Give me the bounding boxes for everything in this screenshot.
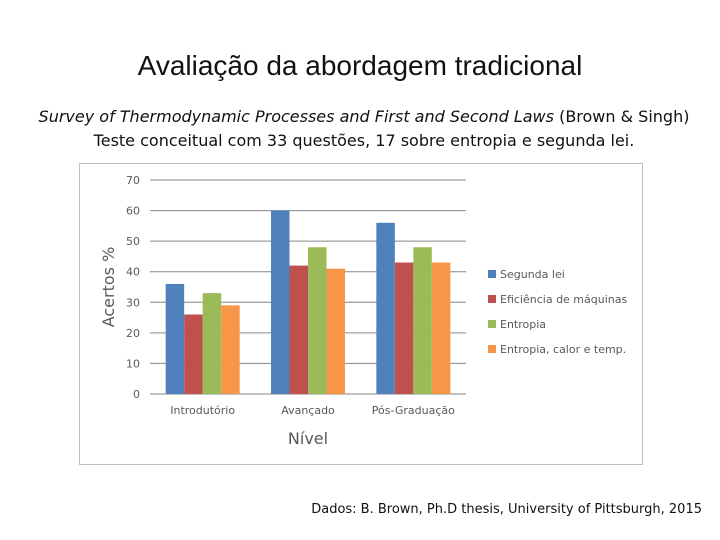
y-tick-label: 10 [126, 357, 140, 370]
bar [376, 222, 395, 394]
y-tick-label: 30 [126, 296, 140, 309]
y-tick-label: 40 [126, 266, 140, 279]
legend-label: Eficiência de máquinas [500, 293, 627, 306]
x-axis-title: Nível [288, 429, 328, 448]
legend-label: Entropia, calor e temp. [500, 343, 626, 356]
y-tick-label: 20 [126, 327, 140, 340]
legend: Segunda lei Eficiência de máquinas Entropi… [488, 268, 627, 356]
bar [289, 265, 308, 394]
legend-label: Entropia [500, 318, 546, 331]
legend-swatch [488, 295, 496, 303]
y-axis-title: Acertos % [99, 247, 118, 328]
bar [326, 268, 345, 394]
survey-name: Survey of Thermodynamic Processes and Fi… [38, 107, 554, 126]
bars [165, 210, 451, 394]
x-tick-label: Pós-Graduação [372, 404, 455, 417]
bar [202, 293, 222, 394]
bar [308, 247, 327, 394]
subtitle-line-1: Survey of Thermodynamic Processes and Fi… [0, 107, 720, 126]
x-tick-labels: Introdutório Avançado Pós-Graduação [170, 404, 455, 417]
data-source-note: Dados: B. Brown, Ph.D thesis, University… [311, 502, 702, 517]
bar [431, 262, 451, 394]
x-tick-label: Introdutório [170, 404, 235, 417]
y-tick-label: 50 [126, 235, 140, 248]
chart-frame: 0 10 20 30 40 50 60 70 Introdutório Avançado Pós-… [79, 163, 643, 465]
y-tick-label: 0 [133, 388, 140, 401]
bar [221, 305, 240, 394]
y-tick-label: 60 [126, 205, 140, 218]
survey-authors: (Brown & Singh) [553, 107, 690, 126]
slide-title: Avaliação da abordagem tradicional [137, 50, 583, 81]
bar [271, 210, 290, 394]
bar [413, 247, 432, 394]
bar-chart: 0 10 20 30 40 50 60 70 Introdutório Avançado Pós-… [99, 174, 627, 448]
bar [184, 314, 203, 394]
legend-label: Segunda lei [500, 268, 565, 281]
y-tick-labels: 0 10 20 30 40 50 60 70 [126, 174, 140, 401]
legend-swatch [488, 320, 496, 328]
y-tick-label: 70 [126, 174, 140, 187]
bar [394, 262, 414, 394]
legend-swatch [488, 345, 496, 353]
legend-swatch [488, 270, 496, 278]
subtitle-line-2: Teste conceitual com 33 questões, 17 sob… [93, 131, 635, 150]
bar [165, 283, 185, 394]
x-tick-label: Avançado [281, 404, 335, 417]
